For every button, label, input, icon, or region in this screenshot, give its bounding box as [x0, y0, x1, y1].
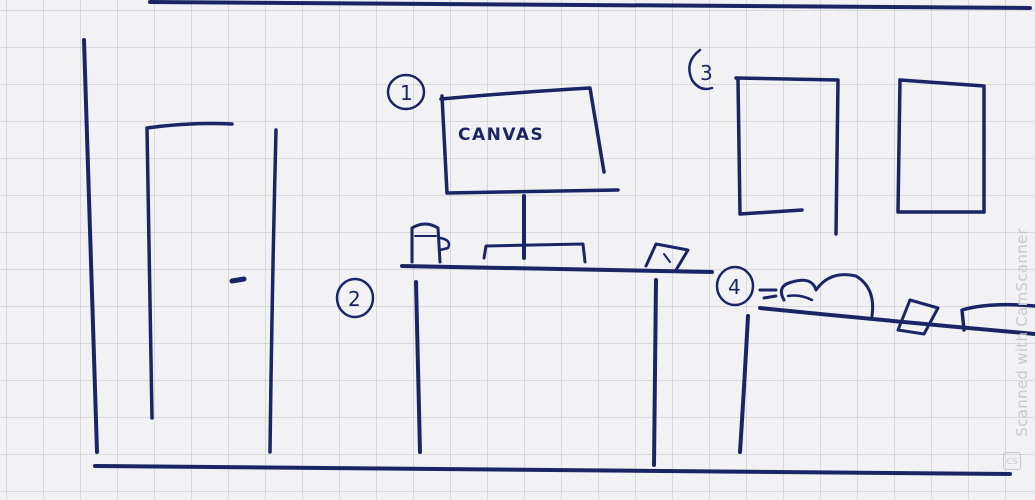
desk-top — [400, 264, 714, 274]
marker-3: 3 — [688, 48, 714, 91]
side-desk-paper — [896, 298, 940, 336]
window-right — [896, 78, 986, 214]
left-wall-line — [82, 38, 99, 454]
marker-1: 1 — [386, 73, 426, 111]
marker-2-text: 2 — [348, 287, 361, 311]
side-desk-laptop — [960, 302, 1035, 332]
scanner-badge: CS — [1003, 452, 1021, 470]
canvas-screen: CANVAS — [439, 86, 620, 195]
top-border-line — [148, 0, 1032, 10]
marker-4: 4 — [715, 265, 755, 307]
desk-leg-left — [414, 280, 422, 454]
marker-4-text: 4 — [728, 275, 741, 299]
marker-2: 2 — [335, 277, 375, 319]
floor-line — [93, 464, 1012, 476]
desk-leg-right — [652, 278, 658, 467]
side-desk-top — [758, 306, 1035, 336]
mug-icon — [410, 222, 451, 264]
door — [145, 121, 278, 454]
scanner-watermark: Scanned with CamScanner — [1013, 228, 1031, 437]
marker-3-text: 3 — [700, 61, 713, 85]
desk-card — [644, 242, 690, 272]
door-handle — [229, 276, 247, 284]
cat-sketch — [758, 273, 875, 318]
canvas-label: CANVAS — [458, 125, 544, 145]
side-desk-leg — [738, 314, 750, 454]
marker-1-text: 1 — [400, 81, 413, 105]
window-left — [734, 76, 840, 236]
screen-base — [482, 242, 587, 264]
